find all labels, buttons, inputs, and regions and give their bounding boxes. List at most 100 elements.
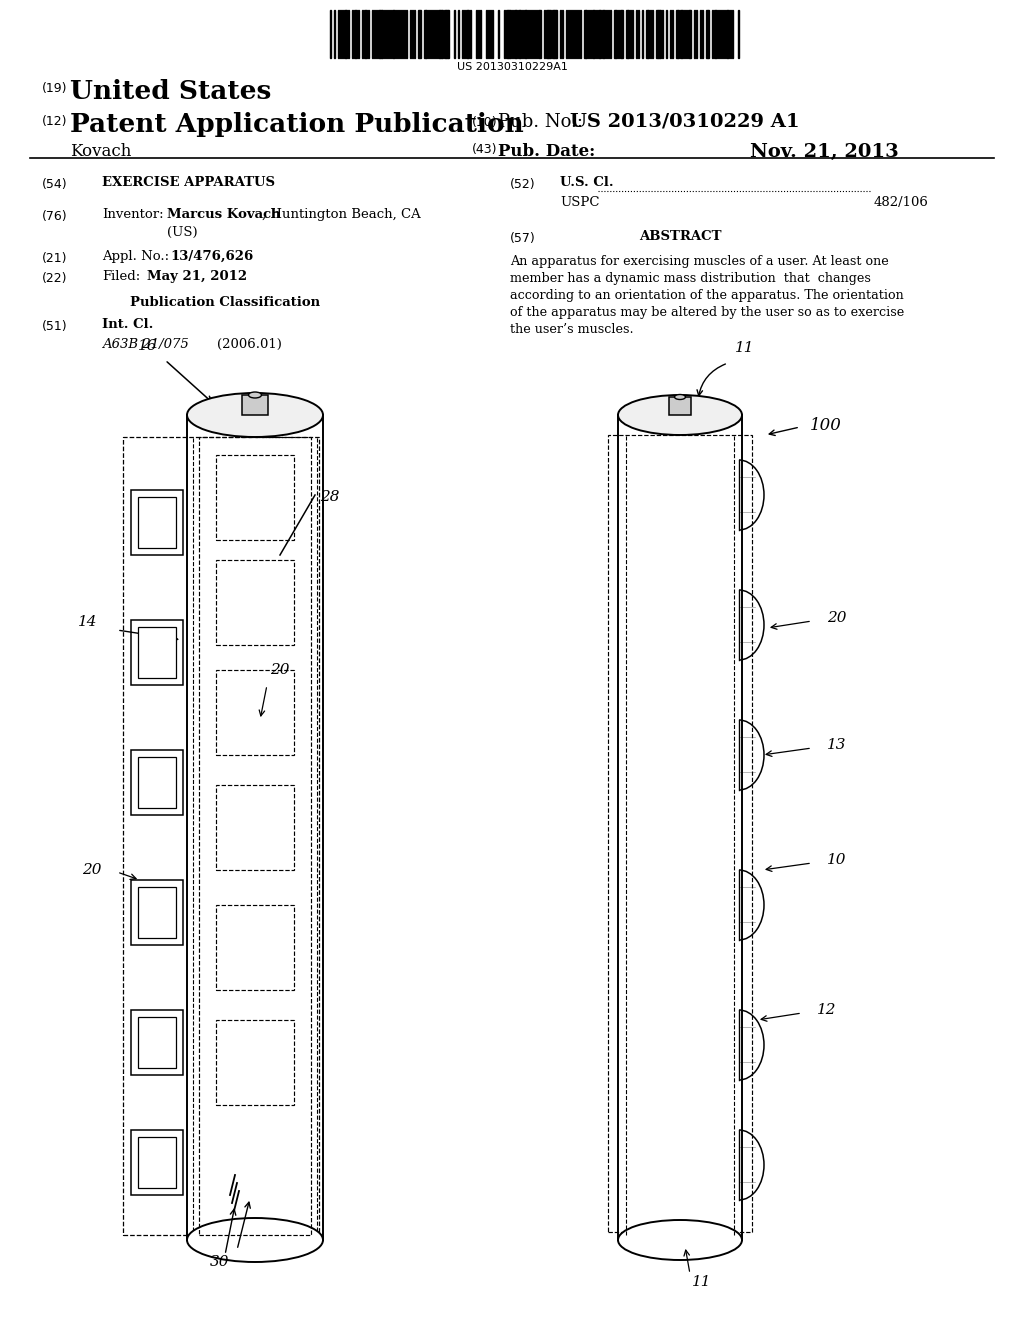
Bar (508, 11, 511, 58)
Bar (598, 11, 600, 58)
Bar (216, 906, 294, 990)
Bar (131, 1010, 183, 1074)
Bar (216, 560, 294, 645)
Text: (52): (52) (510, 178, 536, 191)
Text: (2006.01): (2006.01) (217, 338, 282, 351)
Bar (187, 414, 323, 1239)
Text: 10: 10 (827, 853, 847, 867)
Text: according to an orientation of the apparatus. The orientation: according to an orientation of the appar… (510, 289, 904, 302)
Bar (138, 627, 176, 678)
Bar (646, 11, 648, 58)
Text: (76): (76) (42, 210, 68, 223)
Bar (216, 671, 294, 755)
Text: 28: 28 (319, 490, 340, 504)
Text: (12): (12) (42, 115, 68, 128)
Text: (54): (54) (42, 178, 68, 191)
Text: Kovach: Kovach (70, 143, 131, 160)
Bar (418, 11, 421, 58)
Bar (524, 11, 526, 58)
Bar (626, 11, 628, 58)
Text: United States: United States (70, 79, 271, 104)
Bar (424, 11, 426, 58)
Bar (242, 395, 268, 414)
Bar (138, 887, 176, 939)
Bar (199, 437, 311, 1236)
Text: (57): (57) (510, 232, 536, 246)
Bar (444, 11, 446, 58)
Bar (546, 11, 548, 58)
Text: 13: 13 (827, 738, 847, 752)
Text: 11: 11 (692, 1275, 712, 1290)
Bar (706, 11, 708, 58)
Bar (216, 1020, 294, 1105)
Bar (602, 11, 605, 58)
Text: (19): (19) (42, 82, 68, 95)
Bar (538, 11, 541, 58)
Bar (123, 437, 319, 1236)
Bar (688, 11, 690, 58)
Ellipse shape (618, 395, 742, 436)
Text: the user’s muscles.: the user’s muscles. (510, 323, 634, 337)
Ellipse shape (249, 392, 261, 399)
Text: (51): (51) (42, 319, 68, 333)
Bar (344, 11, 346, 58)
Text: Marcus Kovach: Marcus Kovach (167, 209, 281, 220)
Bar (554, 11, 556, 58)
Bar (131, 620, 183, 685)
Bar (216, 455, 294, 540)
Text: 13/476,626: 13/476,626 (170, 249, 253, 263)
Bar (658, 11, 660, 58)
Bar (354, 11, 357, 58)
Bar (131, 1130, 183, 1195)
Bar (680, 11, 683, 58)
Bar (216, 785, 294, 870)
Text: member has a dynamic mass distribution  that  changes: member has a dynamic mass distribution t… (510, 272, 870, 285)
Text: of the apparatus may be altered by the user so as to exercise: of the apparatus may be altered by the u… (510, 306, 904, 319)
Text: US 20130310229A1: US 20130310229A1 (457, 62, 567, 73)
Bar (726, 11, 729, 58)
Bar (446, 11, 449, 58)
Text: 30: 30 (210, 1255, 229, 1269)
Bar (392, 11, 395, 58)
Text: Nov. 21, 2013: Nov. 21, 2013 (750, 143, 899, 161)
Text: US 2013/0310229 A1: US 2013/0310229 A1 (570, 114, 800, 131)
Text: 20: 20 (270, 663, 290, 677)
Bar (466, 11, 468, 58)
Bar (131, 490, 183, 554)
Bar (506, 11, 508, 58)
Bar (552, 11, 554, 58)
Bar (714, 11, 717, 58)
Text: Publication Classification: Publication Classification (130, 296, 321, 309)
Bar (138, 1016, 176, 1068)
Text: , Huntington Beach, CA: , Huntington Beach, CA (262, 209, 421, 220)
Bar (620, 11, 623, 58)
Bar (614, 11, 617, 58)
Text: (22): (22) (42, 272, 68, 285)
Text: A63B 21/075: A63B 21/075 (102, 338, 188, 351)
Bar (364, 11, 367, 58)
Text: 20: 20 (827, 611, 847, 624)
Bar (131, 880, 183, 945)
Ellipse shape (187, 1218, 323, 1262)
Bar (618, 414, 742, 1239)
Text: 100: 100 (810, 417, 842, 433)
Text: Filed:: Filed: (102, 271, 140, 282)
Text: Patent Application Publication: Patent Application Publication (70, 112, 523, 137)
Bar (380, 11, 382, 58)
Text: Inventor:: Inventor: (102, 209, 164, 220)
Bar (548, 11, 551, 58)
Ellipse shape (187, 393, 323, 437)
Text: Pub. No.:: Pub. No.: (498, 114, 589, 131)
Text: Pub. Date:: Pub. Date: (498, 143, 595, 160)
Bar (438, 11, 440, 58)
Bar (378, 11, 380, 58)
Bar (608, 436, 752, 1232)
Bar (584, 11, 586, 58)
Text: (43): (43) (472, 143, 498, 156)
Text: 16: 16 (137, 339, 157, 352)
Bar (138, 498, 176, 548)
Bar (138, 756, 176, 808)
Bar (440, 11, 442, 58)
Text: U.S. Cl.: U.S. Cl. (560, 176, 613, 189)
Bar (676, 11, 678, 58)
